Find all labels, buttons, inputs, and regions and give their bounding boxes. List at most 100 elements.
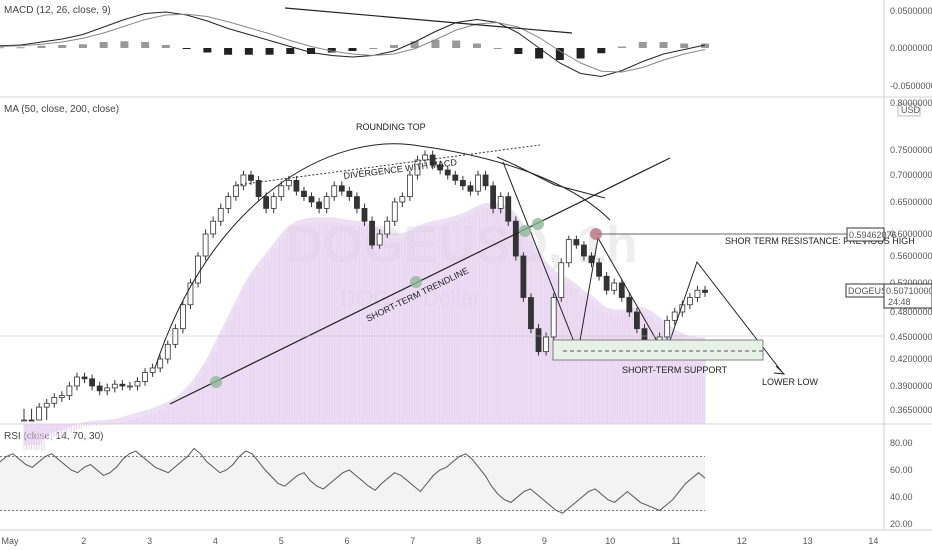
candle-body [232,185,239,198]
candle-body [414,159,421,176]
candle-body [89,378,95,387]
candle-body [323,196,330,209]
divergence-line [236,144,541,186]
macd-histogram-bar [535,48,544,59]
candle-body [528,297,534,330]
macd-histogram-bar [203,48,212,53]
candle-body [119,383,126,387]
ma-title: MA (50, close, 200, close) [4,104,119,115]
macd-histogram-bar [431,39,440,48]
candle-body [210,220,217,235]
macd-histogram-bar [597,48,606,54]
macd-histogram-bar [286,48,295,54]
time-x-tick: 8 [476,536,481,546]
candle-body [588,255,595,264]
candle-body [21,419,27,422]
candle-body [603,275,610,291]
candle-body [111,383,118,389]
candle-body [558,262,565,298]
candle-body [187,282,194,306]
rounding-top-label: ROUNDING TOP [356,122,426,132]
candle-body [671,311,678,321]
candle-body [497,196,504,209]
candle-body [467,185,474,192]
candle-body [437,164,444,171]
macd-series-line [0,11,706,78]
candle-body [285,179,292,187]
candle-body [74,376,80,387]
candle-body [512,220,519,257]
candle-body [58,395,65,398]
candle-body [81,376,88,380]
macd-panel [0,7,709,78]
candle-body [565,239,572,264]
candle-body [520,255,527,298]
candle-body [543,336,549,353]
candle-body [596,262,602,277]
candle-body [573,239,580,246]
macd-histogram-bar [659,42,668,48]
candle-body [179,304,186,330]
time-x-tick: 6 [344,536,349,546]
macd-histogram-bar [141,42,150,48]
macd-histogram-bar [224,48,233,55]
candle-body [505,196,512,222]
candle-body [331,185,338,198]
macd-title: MACD (12, 26, close, 9) [4,5,111,16]
time-x-tick: 10 [605,536,615,546]
candle-body [702,289,708,293]
rsi-y-tick: 20.00 [890,519,913,529]
support-zone [552,339,764,361]
time-x-tick: 11 [671,536,680,546]
candle-body [482,174,489,187]
candle-body [354,196,360,209]
last-price-countdown: 24:48 [888,297,911,307]
candle-body [346,190,353,197]
candle-body [316,201,323,209]
macd-histogram-bar [348,48,357,51]
macd-histogram-bar [182,48,191,49]
candle-body [28,419,35,422]
candle-body [225,196,232,209]
candle-body [338,185,345,192]
symbol-tag-text: DOGEUSD [848,286,894,296]
macd-histogram-bar [452,40,461,48]
time-x-tick: 12 [737,536,747,546]
macd-histogram-bar [369,48,378,49]
time-x-tick: 9 [542,536,547,546]
price-y-tick: 0.36500000 [890,405,932,415]
candle-body [384,220,391,235]
candle-body [263,196,270,209]
macd-histogram-bar [514,48,523,54]
candle-body [293,179,300,192]
currency-badge[interactable] [897,103,921,117]
candle-body [66,385,73,397]
resistance-price-text: 0.59462076 [849,230,897,240]
candle-body [51,397,58,404]
resistance-marker [590,228,602,240]
candle-body [255,179,262,197]
macd-histogram-bar [493,48,502,49]
candle-body [475,174,481,192]
candle-body [452,174,459,181]
candle-body [278,185,285,198]
candle-body [490,185,497,209]
touch-marker [532,218,544,230]
macd-histogram-bar [472,43,481,48]
macd-histogram-bar [555,48,564,60]
candle-body [535,328,542,353]
macd-histogram-bar [389,45,398,48]
time-x-tick: 7 [410,536,415,546]
candle-body [611,282,618,291]
candle-body [581,244,587,257]
touch-marker [210,376,222,388]
candle-body [104,387,111,392]
candle-body [376,233,383,246]
